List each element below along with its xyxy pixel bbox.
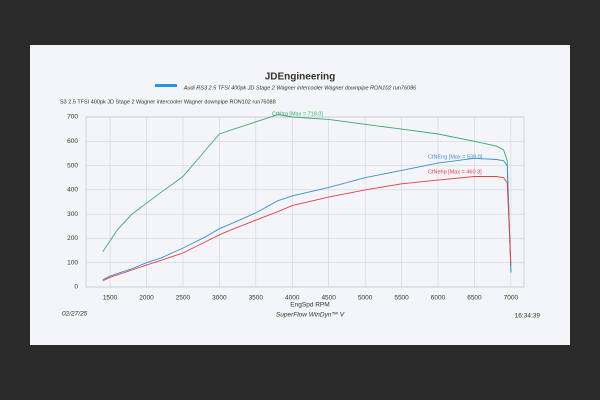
x-axis-label: EngSpd RPM: [290, 302, 329, 309]
subtitle2: S3 2.5 TFSI 400pk JD Stage 2 Wagner inte…: [60, 99, 276, 105]
annotation: CtNehp [Max = 460.3]: [428, 169, 482, 175]
x-tick-label: 2500: [176, 295, 191, 302]
y-tick-label: 200: [67, 235, 78, 242]
plot-frame: [85, 116, 525, 288]
x-tick-label: 4500: [321, 295, 336, 302]
y-tick-label: 300: [67, 211, 78, 218]
time: 16:34:39: [515, 313, 541, 320]
chart-title: JDEngineering: [265, 72, 336, 83]
annotation: CtNtrq [Max = 718.0]: [272, 111, 323, 117]
legend-swatch: [155, 84, 177, 87]
annotation: CtNEng [Max = 539.0]: [428, 154, 483, 160]
subtitle: Audi RS3 2.5 TFSI 400pk JD Stage 2 Wagne…: [183, 85, 417, 91]
series-line: [102, 176, 512, 282]
x-tick-label: 4000: [285, 295, 300, 302]
x-tick-label: 3500: [249, 295, 264, 302]
x-tick-label: 5000: [358, 295, 373, 302]
x-tick-label: 1500: [103, 295, 118, 302]
y-tick-label: 100: [67, 259, 78, 266]
series-line: [102, 114, 512, 273]
y-tick-label: 700: [67, 114, 78, 121]
y-tick-label: 600: [67, 138, 78, 145]
y-tick-label: 0: [74, 284, 78, 291]
x-tick-label: 6000: [431, 295, 446, 302]
x-tick-label: 2000: [139, 295, 154, 302]
date: 02/27/25: [62, 311, 88, 318]
y-tick-label: 400: [67, 187, 78, 194]
footer: SuperFlow WinDyn™ V: [276, 312, 345, 319]
x-tick-label: 5500: [394, 295, 409, 302]
y-tick-label: 500: [67, 162, 78, 169]
paper: [30, 45, 570, 345]
x-tick-label: 6500: [467, 295, 482, 302]
x-tick-label: 7000: [504, 295, 519, 302]
series-line: [102, 157, 512, 281]
x-tick-label: 3000: [212, 295, 227, 302]
